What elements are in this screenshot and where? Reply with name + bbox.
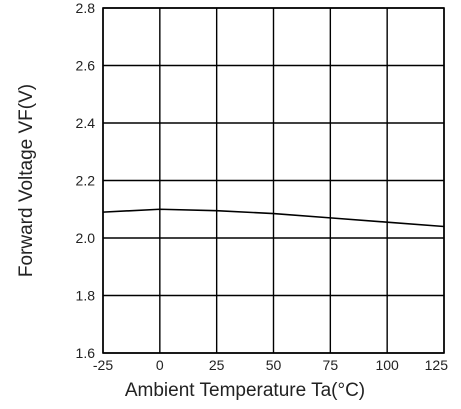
x-tick-label: 100 xyxy=(375,357,399,373)
y-tick-label: 2.6 xyxy=(76,58,96,74)
y-tick-labels: 1.6 1.8 2.0 2.2 2.4 2.6 2.8 xyxy=(76,0,96,361)
y-axis-title: Forward Voltage VF(V) xyxy=(16,84,37,277)
series xyxy=(102,208,445,228)
y-tick-label: 2.4 xyxy=(76,115,96,131)
y-tick-label: 1.6 xyxy=(76,345,96,361)
y-tick-label: 2.2 xyxy=(76,173,96,189)
x-axis-title: Ambient Temperature Ta(°C) xyxy=(125,380,365,401)
x-tick-label: 0 xyxy=(156,357,164,373)
x-tick-label: -25 xyxy=(93,357,113,373)
series-line xyxy=(102,208,445,228)
x-tick-labels: -25 0 25 50 75 100 125 xyxy=(93,357,448,373)
x-tick-label: 50 xyxy=(266,357,282,373)
y-tick-label: 1.8 xyxy=(76,288,96,304)
x-tick-label: 125 xyxy=(425,357,449,373)
x-tick-label: 75 xyxy=(323,357,339,373)
x-tick-label: 25 xyxy=(209,357,225,373)
y-tick-label: 2.0 xyxy=(76,230,96,246)
grid xyxy=(102,7,445,354)
y-tick-label: 2.8 xyxy=(76,0,96,16)
plot-frame xyxy=(102,7,445,354)
